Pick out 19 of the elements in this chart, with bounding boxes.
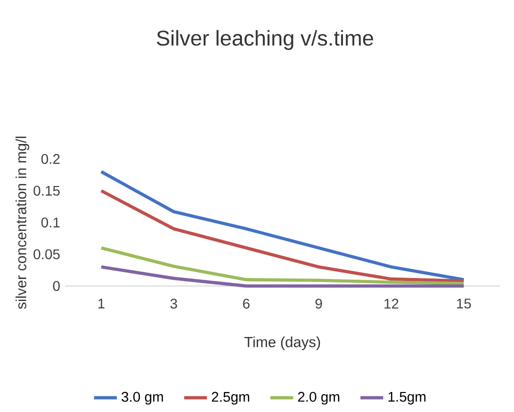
x-tick-label: 15 bbox=[457, 298, 471, 308]
y-tick-label: 0.15 bbox=[34, 186, 60, 196]
x-tick-label: 12 bbox=[384, 298, 398, 308]
y-tick-label: 0.1 bbox=[41, 218, 60, 228]
y-axis-title: silver concentration in mg/l bbox=[16, 136, 30, 309]
legend-label: 2.0 gm bbox=[298, 392, 340, 405]
legend-label: 3.0 gm bbox=[122, 392, 163, 405]
x-tick-label: 9 bbox=[316, 298, 322, 309]
y-tick-label: 0.05 bbox=[34, 249, 60, 260]
y-tick-label: 0.2 bbox=[41, 154, 60, 164]
y-tick-label: 0 bbox=[53, 281, 60, 291]
x-axis-title: Time (days) bbox=[244, 336, 320, 350]
x-tick-label: 6 bbox=[243, 298, 250, 309]
line-series bbox=[100, 246, 466, 286]
x-tick-label: 1 bbox=[98, 298, 104, 308]
chart-title: Silver leaching v/s.time bbox=[156, 30, 374, 50]
legend-label: 1.5gm bbox=[388, 392, 426, 404]
legend-label: 2.5gm bbox=[212, 392, 250, 405]
x-tick-label: 3 bbox=[170, 298, 178, 309]
